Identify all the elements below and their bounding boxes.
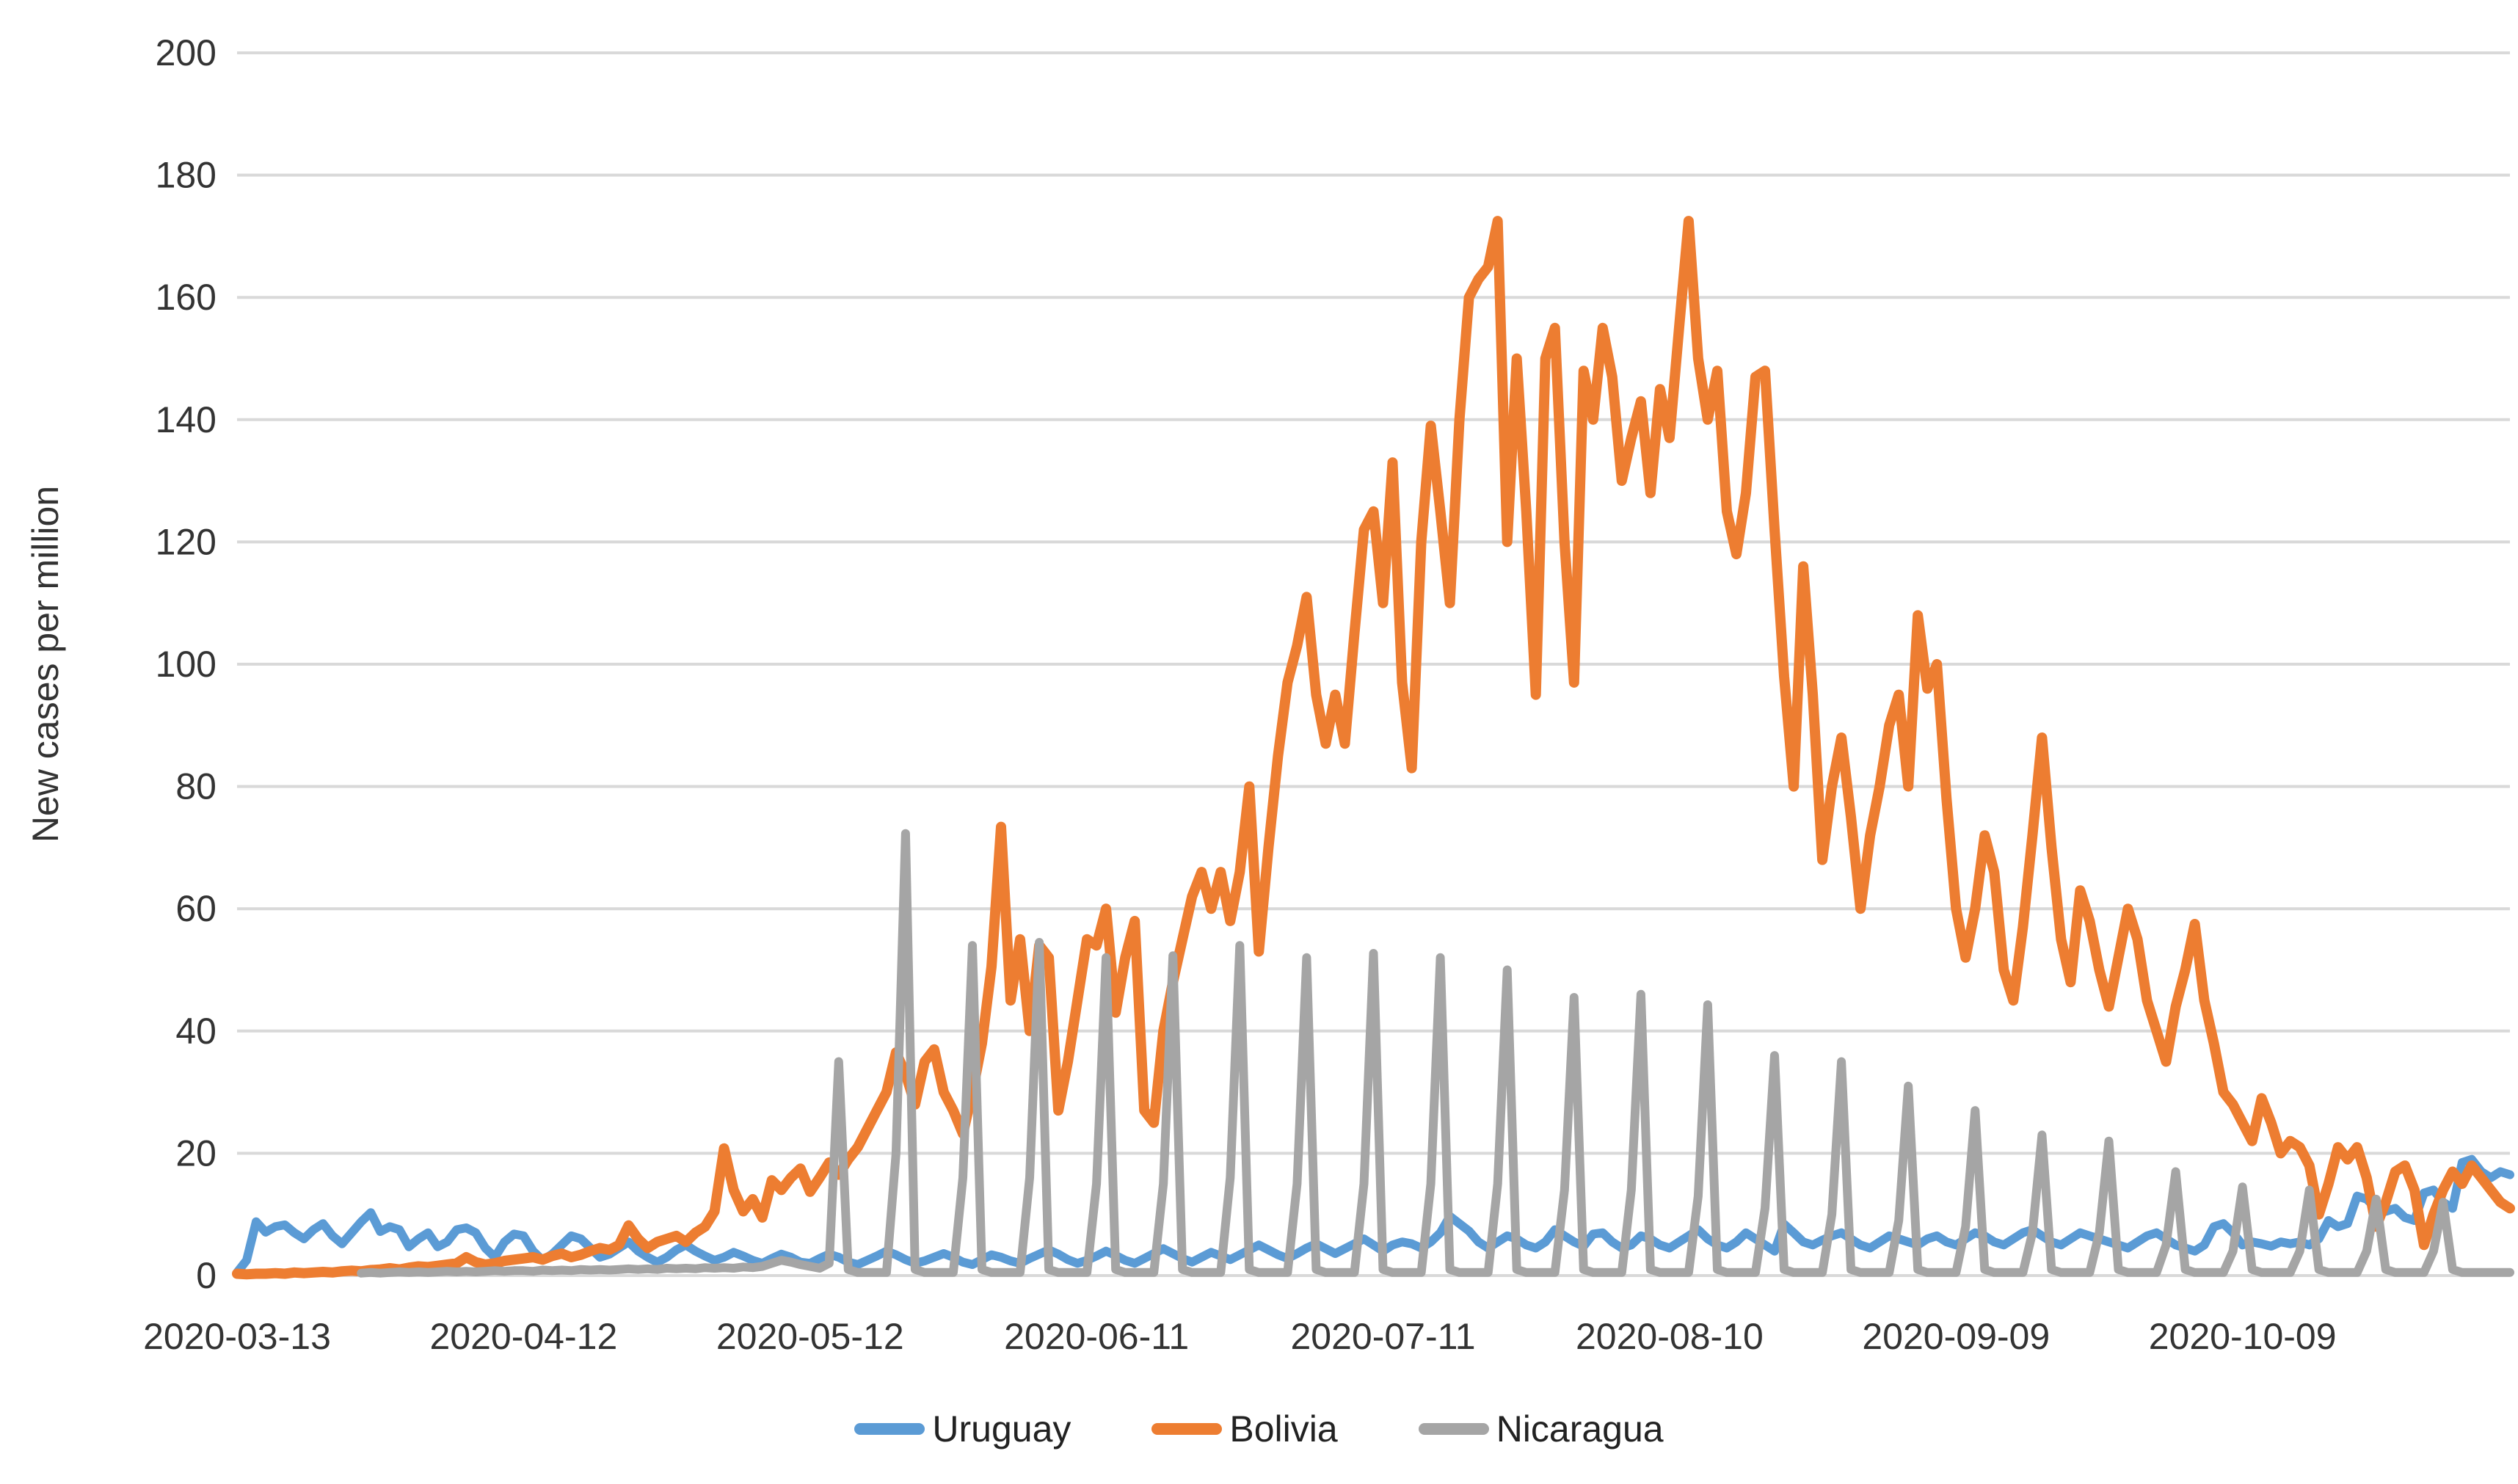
x-axis-tick-label: 2020-03-13: [143, 1316, 331, 1357]
y-axis-tick-label: 60: [175, 888, 216, 929]
y-axis-tick-label: 20: [175, 1132, 216, 1174]
legend-item-bolivia: Bolivia: [1151, 1408, 1338, 1450]
y-axis-tick-label: 40: [175, 1011, 216, 1052]
x-axis-tick-label: 2020-10-09: [2149, 1316, 2337, 1357]
x-axis-tick-label: 2020-07-11: [1290, 1316, 1475, 1357]
series-line-nicaragua: [357, 829, 2514, 1278]
legend-item-nicaragua: Nicaragua: [1418, 1408, 1664, 1450]
x-axis-tick-label: 2020-04-12: [429, 1316, 617, 1357]
y-axis-tick-label: 200: [156, 32, 216, 73]
legend-swatch-bolivia: [1151, 1423, 1223, 1435]
x-axis-tick-label: 2020-06-11: [1004, 1316, 1189, 1357]
y-axis-tick-label: 80: [175, 766, 216, 807]
y-axis-tick-label: 160: [156, 277, 216, 318]
legend-swatch-uruguay: [854, 1423, 925, 1435]
legend-label-uruguay: Uruguay: [932, 1408, 1071, 1450]
y-axis-tick-label: 180: [156, 155, 216, 196]
y-axis-tick-label: 140: [156, 399, 216, 440]
legend-swatch-nicaragua: [1418, 1423, 1489, 1435]
series-line-bolivia: [232, 216, 2515, 1280]
legend-label-nicaragua: Nicaragua: [1496, 1408, 1664, 1450]
x-axis-tick-label: 2020-05-12: [716, 1316, 904, 1357]
y-axis-tick-label: 0: [196, 1255, 216, 1296]
y-axis-tick-label: 100: [156, 644, 216, 685]
legend-label-bolivia: Bolivia: [1229, 1408, 1338, 1450]
y-axis-tick-label: 120: [156, 521, 216, 562]
x-axis-tick-label: 2020-08-10: [1576, 1316, 1764, 1357]
legend-item-uruguay: Uruguay: [854, 1411, 1071, 1447]
legend: Uruguay Bolivia Nicaragua: [0, 1411, 2518, 1447]
x-axis-tick-label: 2020-09-09: [1862, 1316, 2050, 1357]
